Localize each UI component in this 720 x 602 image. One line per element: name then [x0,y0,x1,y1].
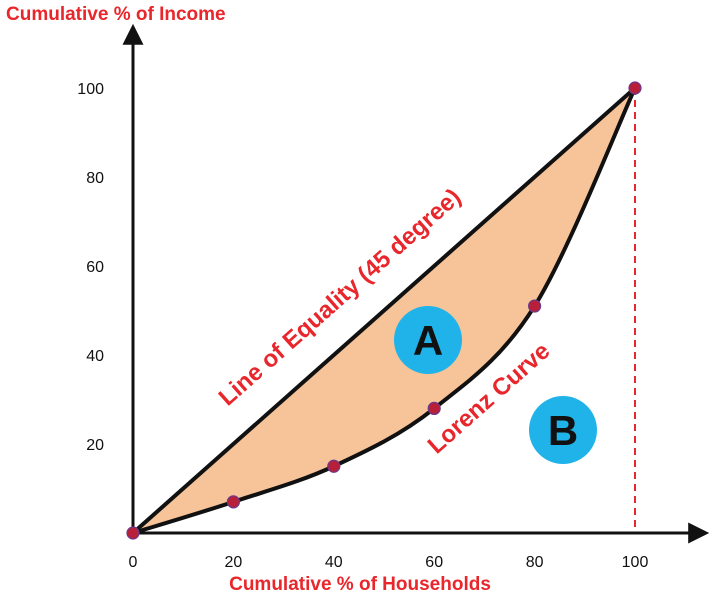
y-tick-label: 40 [86,348,104,365]
y-tick-label: 20 [86,437,104,454]
lorenz-point-0 [126,526,140,540]
x-axis-title: Cumulative % of Households [229,574,491,595]
lorenz-point-20 [226,495,240,509]
x-tick-label: 60 [425,554,443,571]
x-tick-label: 80 [526,554,544,571]
x-tick-label: 0 [129,554,138,571]
region-b-label: B [548,407,578,454]
lorenz-point-100 [628,81,642,95]
x-tick-label: 20 [225,554,243,571]
region-a-badge: A [394,306,462,374]
y-axis-title: Cumulative % of Income [6,4,226,25]
y-tick-label: 60 [86,259,104,276]
lorenz-point-80 [527,299,542,313]
x-tick-label: 40 [325,554,343,571]
x-tick-label: 100 [622,554,649,571]
lorenz-point-40 [327,459,341,473]
y-tick-label: 100 [77,81,104,98]
line-of-equality [131,86,637,535]
region-b-badge: B [529,396,597,464]
region-a-label: A [413,317,443,364]
lorenz-point-60 [427,401,441,415]
y-tick-label: 80 [86,170,104,187]
